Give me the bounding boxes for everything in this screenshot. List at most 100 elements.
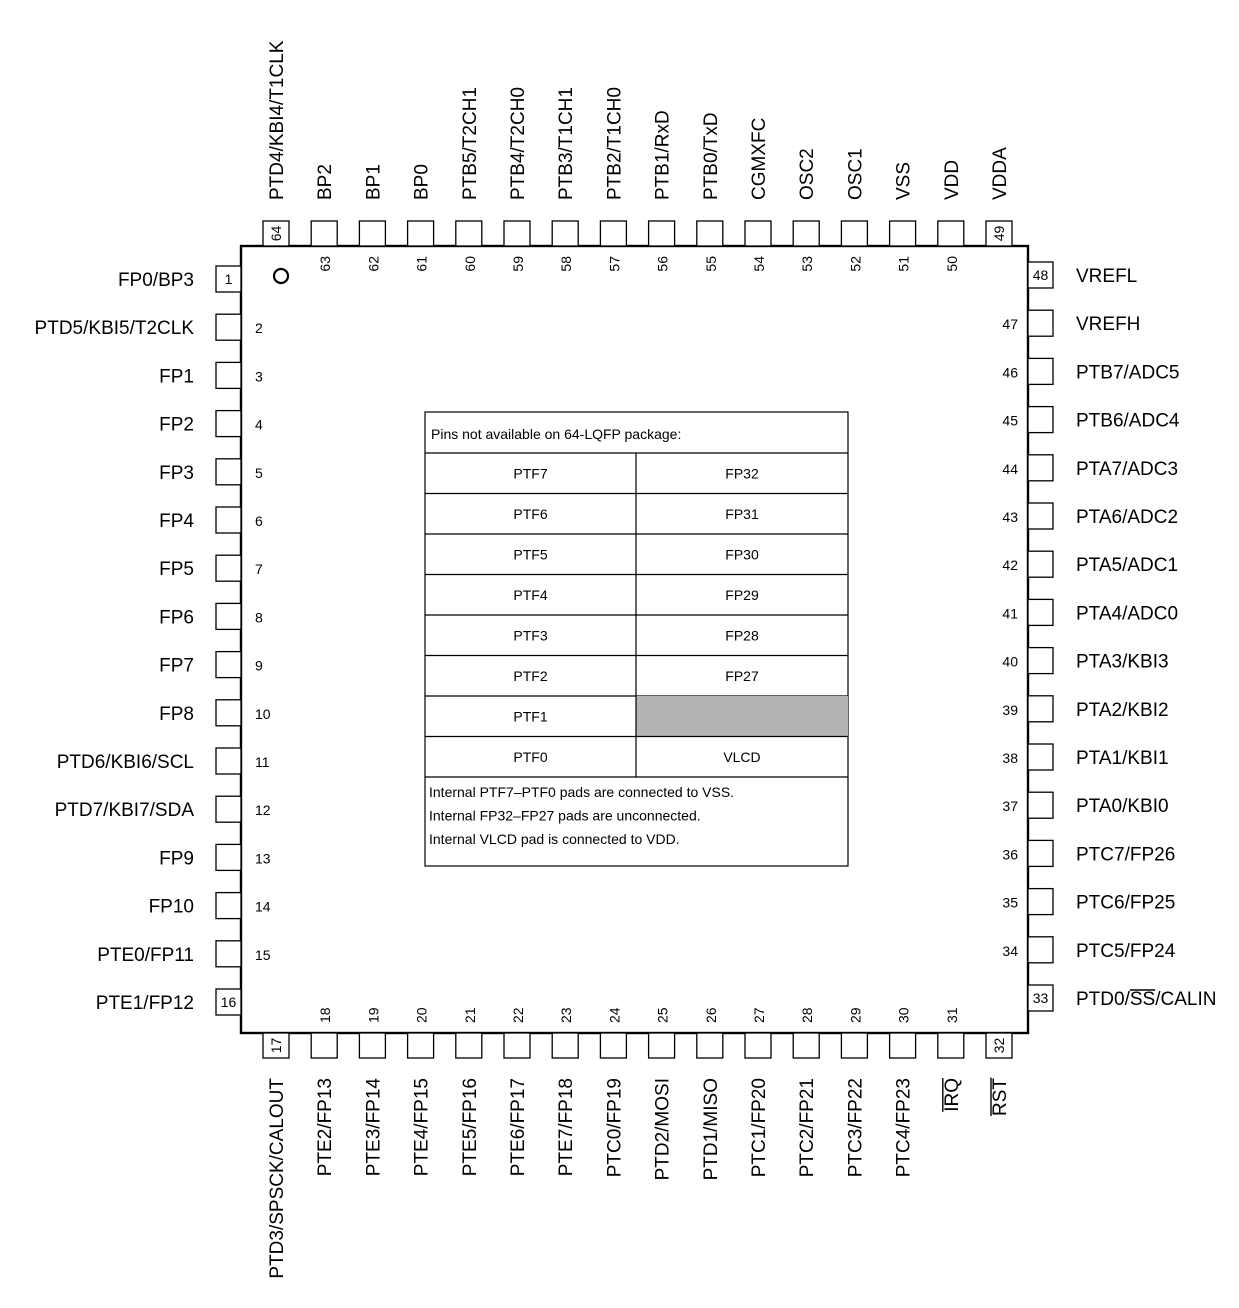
pin-11: PTD6/KBI6/SCL 11: [57, 747, 270, 775]
pin-number: 48: [1033, 267, 1049, 283]
pin-45: 45 PTB6/ADC4: [1002, 405, 1180, 434]
pin-62: 62 BP1: [358, 164, 387, 272]
pin-label: PTA2/KBI2: [1076, 700, 1169, 721]
pin-number: 60: [462, 256, 478, 272]
pin-26: 26 PTD1/MISO: [696, 1007, 724, 1180]
pin-number: 39: [1002, 702, 1018, 718]
pin-pad: [215, 699, 242, 727]
table-cell-ptf: PTF4: [513, 587, 547, 603]
pin-pad: [937, 1032, 965, 1059]
pin-number: 7: [255, 561, 263, 577]
pin-label: PTD7/KBI7/SDA: [55, 800, 195, 821]
pin-label: PTD5/KBI5/T2CLK: [35, 318, 195, 339]
pin-label: FP2: [159, 415, 194, 436]
pin-pad: [455, 220, 483, 247]
pin-59: 59 PTB4/T2CH0: [503, 87, 531, 272]
pin-number: 2: [255, 320, 263, 336]
pin-number: 47: [1002, 316, 1018, 332]
table-note: Internal PTF7–PTF0 pads are connected to…: [429, 784, 734, 800]
pin-pad: [215, 843, 242, 872]
pin-pad: [840, 1032, 869, 1059]
pin-pad: [503, 220, 531, 247]
pin-label: PTD3/SPSCK/CALOUT: [267, 1078, 288, 1279]
pin-21: 21 PTE5/FP16: [455, 1007, 483, 1176]
pin-64: 64 PTD4/KBI4/T1CLK: [262, 40, 290, 247]
pin-label: PTD6/KBI6/SCL: [57, 752, 194, 773]
pin-number: 50: [944, 256, 960, 272]
pin-number: 33: [1033, 990, 1049, 1006]
pin-pad: [310, 220, 338, 247]
pin-8: FP6 8: [159, 602, 263, 631]
pin-label: PTA7/ADC3: [1076, 459, 1178, 480]
pin-number: 6: [255, 513, 263, 529]
pin-15: PTE0/FP11 15: [97, 940, 271, 968]
pin-number: 16: [221, 994, 237, 1010]
unavailable-pins-table: Pins not available on 64-LQFP package: PT…: [424, 411, 849, 867]
pin-54: 54 CGMXFC: [744, 118, 772, 272]
pin-number: 26: [703, 1007, 719, 1023]
pin-number: 52: [847, 256, 863, 272]
pin-number: 46: [1002, 364, 1018, 380]
pin-number: 3: [255, 368, 263, 384]
pin-10: FP8 10: [159, 699, 271, 727]
pin-pad: [215, 409, 242, 438]
pin-pad: [599, 220, 628, 247]
table-frame: [424, 411, 849, 867]
pin-label: PTC6/FP25: [1076, 893, 1175, 914]
pin-3: FP1 3: [159, 361, 263, 390]
pin-label: FP7: [159, 656, 194, 677]
pin-number: 4: [255, 417, 263, 433]
pin-label: VDDA: [990, 147, 1011, 200]
table-cell-fp: FP29: [725, 587, 759, 603]
pin-pad: [647, 220, 676, 247]
pin-label: VREFL: [1076, 266, 1137, 287]
pin-number: 61: [414, 256, 430, 272]
pin-56: 56 PTB1/RxD: [647, 110, 676, 272]
pin-label: PTA3/KBI3: [1076, 652, 1169, 673]
pin-number: 19: [365, 1007, 381, 1023]
pin-label: PTC7/FP26: [1076, 844, 1175, 865]
pin-25: 25 PTD2/MOSI: [647, 1007, 676, 1180]
pin-pad: [503, 1032, 531, 1059]
pin-pad: [215, 940, 242, 968]
pin-pad: [310, 1032, 338, 1059]
pin-pad: [215, 650, 242, 679]
pin-pad: [215, 458, 242, 486]
pin-pad: [1027, 887, 1054, 916]
pin-pad: [888, 1032, 917, 1059]
pin-46: 46 PTB7/ADC5: [1002, 357, 1179, 386]
pin-49: 49 VDDA: [985, 147, 1013, 247]
pin-34: 34 PTC5/FP24: [1002, 936, 1176, 964]
pin-number: 11: [255, 754, 270, 770]
pin-number: 32: [991, 1038, 1007, 1054]
pin-label: PTC2/FP21: [797, 1078, 818, 1177]
pin-number: 62: [365, 256, 381, 272]
pin-number: 15: [255, 947, 271, 963]
pin-23: 23 PTE7/FP18: [551, 1007, 579, 1176]
table-cell-fp: FP30: [725, 546, 759, 562]
pin-label: FP0/BP3: [118, 270, 194, 291]
table-cell-ptf: PTF5: [513, 546, 547, 562]
pin-label: FP10: [149, 897, 194, 918]
pin-label: FP1: [159, 366, 194, 387]
pin-pad: [744, 220, 772, 247]
pin-label: PTD0/SS/CALIN: [1076, 989, 1216, 1010]
pin-number: 63: [317, 256, 333, 272]
table-cell-fp: FP32: [725, 465, 759, 481]
pins: FP0/BP3 1 PTD5/KBI5/T2CLK 2 FP1 3 FP2 4 FP3 5 FP4 6…: [35, 40, 1217, 1278]
pin-40: 40 PTA3/KBI3: [1002, 646, 1169, 675]
pin-pad: [1027, 936, 1054, 964]
pin-pad: [1027, 357, 1054, 386]
pin-number: 18: [317, 1007, 333, 1023]
pin-63: 63 BP2: [310, 164, 338, 272]
pin-29: 29 PTC3/FP22: [840, 1007, 869, 1177]
pin-number: 59: [510, 256, 526, 272]
pin-label: PTA5/ADC1: [1076, 555, 1178, 576]
pin-57: 57 PTB2/T1CH0: [599, 87, 628, 272]
pin-number: 12: [255, 802, 271, 818]
pin-17: 17 PTD3/SPSCK/CALOUT: [262, 1032, 290, 1279]
table-note: Internal FP32–FP27 pads are unconnected.: [429, 808, 701, 824]
pin-48: 48 VREFL: [1027, 261, 1137, 289]
pin-24: 24 PTC0/FP19: [599, 1007, 628, 1177]
pin-number: 9: [255, 658, 263, 674]
